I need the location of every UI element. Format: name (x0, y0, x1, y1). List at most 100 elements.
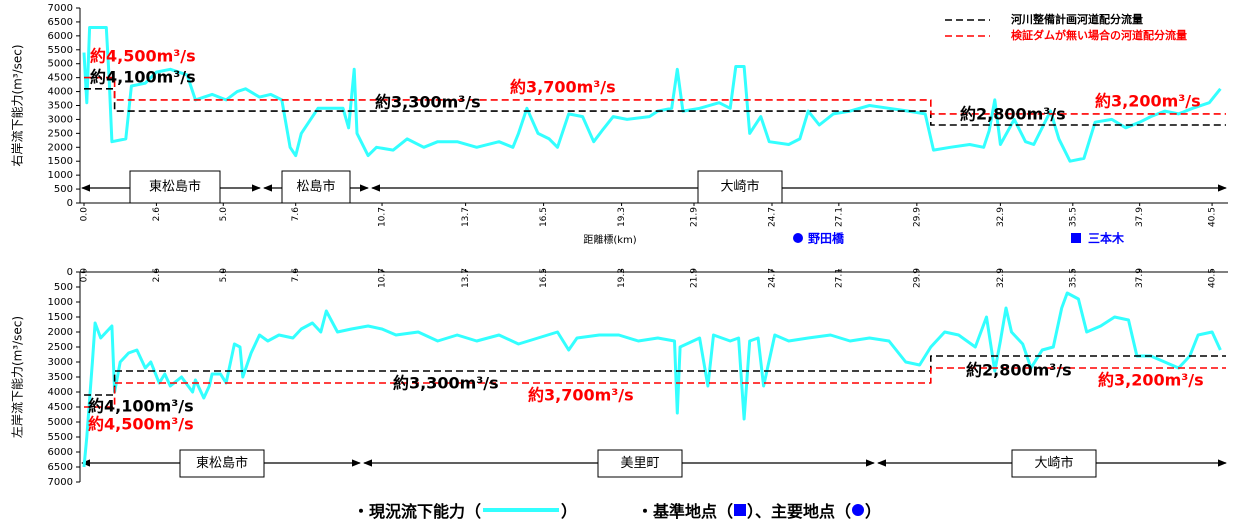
y-tick-label: 4500 (48, 402, 73, 413)
x-tick-label: 10.7 (378, 268, 388, 288)
y-tick-label: 2000 (48, 327, 73, 338)
y-tick-label: 5500 (48, 432, 73, 443)
y-tick-label: 5500 (48, 45, 73, 56)
y-tick-label: 2500 (48, 128, 73, 139)
marker-label: 三本木 (1088, 231, 1125, 246)
y-axis-title: 右岸流下能力(m³/sec) (10, 44, 25, 166)
y-tick-label: 5000 (48, 417, 73, 428)
y-tick-label: 3500 (48, 372, 73, 383)
x-tick-label: 7.6 (291, 207, 301, 222)
y-tick-label: 1500 (48, 156, 73, 167)
reference-line (84, 88, 1226, 126)
y-tick-label: 1000 (48, 170, 73, 181)
x-tick-label: 0.0 (80, 207, 90, 222)
capacity-line (82, 291, 1222, 468)
x-tick-label: 7.6 (291, 268, 301, 283)
annotation: 約3,200m³/s (1098, 371, 1204, 390)
region-box (129, 170, 221, 204)
x-tick-label: 21.9 (689, 268, 699, 288)
x-tick-label: 29.9 (912, 207, 922, 227)
annotation: 約3,700m³/s (528, 386, 634, 405)
y-tick-label: 7000 (48, 477, 73, 488)
annotation: 約4,100m³/s (90, 68, 196, 87)
y-tick-label: 6000 (48, 31, 73, 42)
region-label: 大崎市 (720, 179, 759, 195)
x-tick-label: 27.1 (834, 268, 844, 288)
legend-label: 検証ダムが無い場合の河道配分流量 (1011, 28, 1187, 42)
footer-circle-icon (852, 504, 865, 516)
region-box (697, 170, 783, 204)
x-tick-label: 37.9 (1135, 268, 1145, 288)
x-tick-label: 24.7 (767, 268, 777, 288)
region-label: 美里町 (620, 456, 659, 471)
region-label: 松島市 (296, 179, 335, 195)
region-box (1011, 449, 1097, 478)
y-tick-label: 7000 (48, 3, 73, 14)
x-tick-label: 19.3 (617, 268, 627, 288)
annotation: 約4,500m³/s (90, 47, 196, 66)
y-tick-label: 6000 (48, 447, 73, 458)
capacity-line (82, 26, 1222, 163)
x-tick-label: 21.9 (689, 207, 699, 227)
x-tick-label: 2.6 (152, 268, 162, 283)
annotation: 約4,500m³/s (88, 415, 194, 434)
x-tick-label: 40.5 (1208, 268, 1218, 288)
marker-label: 野田橋 (808, 231, 845, 246)
footer-text: ・現況流下能力（ (352, 502, 481, 521)
reference-point-icon (1071, 233, 1081, 243)
footer-text: ・基準地点（ (636, 502, 733, 521)
annotation: 約3,700m³/s (510, 78, 616, 97)
y-tick-label: 1000 (48, 297, 73, 308)
x-tick-label: 0.0 (80, 268, 90, 283)
annotation: 約4,100m³/s (88, 397, 194, 416)
y-tick-label: 6500 (48, 17, 73, 28)
region-box (597, 449, 683, 478)
reference-line (84, 367, 1226, 408)
y-tick-label: 0 (67, 267, 73, 278)
x-tick-label: 35.5 (1068, 268, 1078, 288)
y-tick-label: 1500 (48, 312, 73, 323)
y-tick-label: 4000 (48, 87, 73, 98)
x-axis-title: 距離標(km) (583, 233, 636, 246)
footer-text: ） (560, 502, 577, 521)
y-axis-title: 左岸流下能力(m³/sec) (10, 316, 25, 438)
y-tick-label: 500 (54, 184, 73, 195)
chart: 野田橋 三本木 0 500 1000 1500 2000 2500 3000 3500 4000… (10, 3, 1228, 488)
footer-text: ） (865, 502, 882, 521)
y-tick-label: 3000 (48, 114, 73, 125)
reference-line (84, 355, 1226, 396)
x-tick-label: 5.0 (219, 207, 229, 222)
x-tick-label: 13.7 (461, 268, 471, 288)
footer: ・現況流下能力（ ） ・基準地点（ ）、主要地点（ ） (0, 498, 1234, 522)
legend-label: 河川整備計画河道配分流量 (1011, 12, 1143, 26)
y-tick-label: 2000 (48, 142, 73, 153)
x-tick-label: 24.7 (767, 207, 777, 227)
footer-line-icon (482, 508, 559, 512)
x-tick-label: 2.6 (152, 207, 162, 222)
y-tick-label: 4500 (48, 73, 73, 84)
annotation: 約2,800m³/s (966, 361, 1072, 380)
x-tick-label: 37.9 (1135, 207, 1145, 227)
y-tick-label: 3000 (48, 357, 73, 368)
y-tick-label: 3500 (48, 101, 73, 112)
region-label: 大崎市 (1034, 455, 1073, 471)
x-tick-label: 32.9 (996, 268, 1006, 288)
region-box (281, 170, 351, 204)
x-tick-label: 27.1 (834, 207, 844, 227)
x-tick-label: 10.7 (378, 207, 388, 227)
x-tick-label: 40.5 (1208, 207, 1218, 227)
y-tick-label: 5000 (48, 59, 73, 70)
x-tick-label: 35.5 (1068, 207, 1078, 227)
annotation: 約2,800m³/s (960, 105, 1066, 124)
y-tick-label: 4000 (48, 387, 73, 398)
annotation: 約3,200m³/s (1095, 92, 1201, 111)
x-tick-label: 19.3 (617, 207, 627, 227)
y-tick-label: 6500 (48, 462, 73, 473)
region-box (179, 449, 265, 478)
region-label: 東松島市 (149, 179, 201, 195)
y-tick-label: 0 (67, 198, 73, 209)
x-tick-label: 16.5 (539, 268, 549, 288)
reference-line (84, 76, 1226, 115)
annotation: 約3,300m³/s (393, 374, 499, 393)
